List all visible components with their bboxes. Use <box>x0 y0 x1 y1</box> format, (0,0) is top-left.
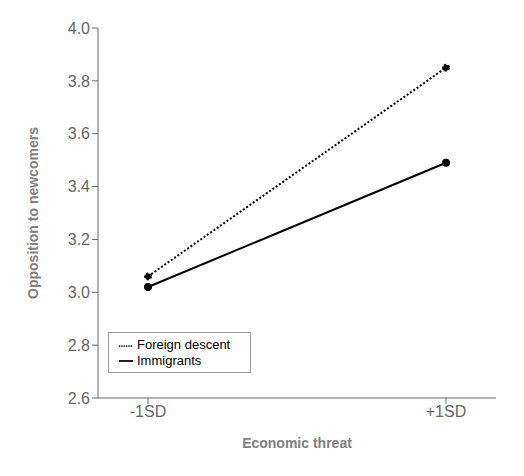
svg-text:3.6: 3.6 <box>68 125 90 142</box>
html-text:Immigrants: Immigrants <box>137 352 202 368</box>
svg-text:2.6: 2.6 <box>68 390 90 407</box>
svg-text:Opposition to newcomers: Opposition to newcomers <box>25 127 41 299</box>
svg-text:2.8: 2.8 <box>68 337 90 354</box>
html-text:Foreign descent: Foreign descent <box>137 337 231 352</box>
svg-text:Economic threat: Economic threat <box>242 435 352 451</box>
svg-text:3.8: 3.8 <box>68 73 90 90</box>
svg-text:3.2: 3.2 <box>68 231 90 248</box>
svg-text:-1SD: -1SD <box>130 403 166 420</box>
svg-text:4.0: 4.0 <box>68 20 90 37</box>
svg-text:+1SD: +1SD <box>426 403 466 420</box>
svg-text:3.0: 3.0 <box>68 284 90 301</box>
svg-text:3.4: 3.4 <box>68 178 90 195</box>
